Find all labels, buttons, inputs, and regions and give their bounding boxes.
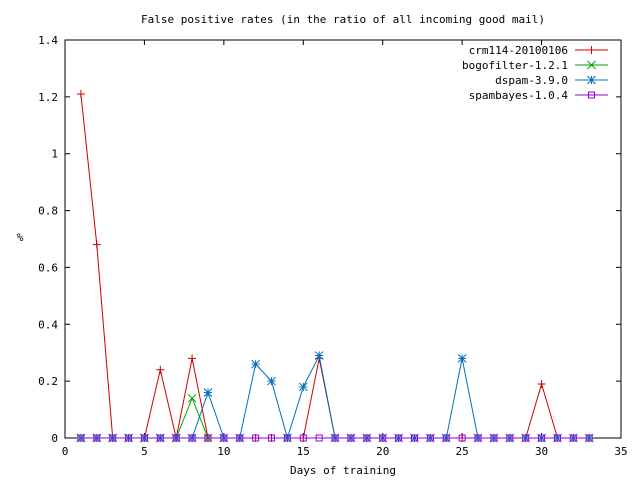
data-point (538, 434, 546, 442)
legend-marker (587, 46, 596, 54)
y-axis-label: % (17, 231, 24, 244)
data-point (268, 434, 276, 442)
series-3 (77, 434, 593, 442)
data-point (522, 434, 530, 442)
data-point (109, 434, 117, 442)
data-point (585, 434, 593, 442)
y-tick-label: 1.4 (38, 34, 58, 47)
data-point (426, 434, 434, 442)
data-point (363, 434, 371, 442)
x-tick-label: 10 (217, 445, 230, 458)
x-tick-label: 30 (535, 445, 548, 458)
series-0 (76, 90, 594, 442)
x-tick-label: 15 (297, 445, 310, 458)
data-point (156, 365, 165, 374)
data-point (490, 434, 498, 442)
data-point (77, 434, 85, 442)
x-axis-label: Days of training (290, 464, 396, 477)
data-point (204, 434, 212, 442)
data-point (203, 388, 213, 397)
data-point (298, 382, 308, 392)
chart-title: False positive rates (in the ratio of al… (141, 13, 545, 26)
data-point (125, 434, 133, 442)
data-point (188, 434, 196, 442)
data-point (140, 434, 148, 442)
data-point (188, 354, 197, 363)
legend-label: crm114-20100106 (469, 44, 568, 57)
data-point (251, 359, 260, 369)
data-point (156, 434, 164, 442)
data-point (236, 434, 244, 442)
y-tick-label: 0.8 (38, 205, 58, 218)
data-point (315, 434, 323, 442)
series-line (80, 93, 590, 439)
data-point (410, 434, 418, 442)
data-point (92, 240, 101, 249)
data-point (347, 434, 355, 442)
data-point (76, 433, 86, 443)
series-layer (76, 90, 594, 443)
y-tick-label: 0.6 (38, 261, 58, 274)
data-point (172, 434, 180, 442)
data-point (379, 434, 387, 442)
y-tick-label: 1.2 (38, 91, 58, 104)
legend-label: bogofilter-1.2.1 (462, 59, 568, 72)
data-point (553, 434, 561, 442)
legend-marker (587, 60, 596, 70)
legend-label: spambayes-1.0.4 (469, 89, 569, 102)
data-point (220, 434, 228, 442)
data-point (331, 434, 339, 442)
data-point (458, 434, 466, 442)
data-point (395, 434, 403, 442)
x-tick-label: 20 (376, 445, 389, 458)
legend-label: dspam-3.9.0 (495, 74, 568, 87)
y-tick-label: 0 (51, 432, 58, 445)
x-tick-label: 0 (62, 445, 69, 458)
data-point (537, 379, 546, 388)
series-line (80, 354, 590, 440)
data-point (93, 434, 101, 442)
y-tick-label: 1 (51, 148, 58, 161)
legend: crm114-20100106 bogofilter-1.2.1 dspam-3.9… (462, 44, 608, 102)
y-tick-label: 0.2 (38, 375, 58, 388)
data-point (76, 90, 85, 99)
x-tick-label: 5 (141, 445, 148, 458)
data-point (252, 434, 260, 442)
data-point (299, 434, 307, 442)
data-point (584, 433, 594, 443)
data-point (474, 434, 482, 442)
data-point (506, 434, 514, 442)
data-point (442, 434, 450, 442)
x-tick-label: 35 (614, 445, 627, 458)
data-point (283, 434, 291, 442)
series-line (80, 396, 209, 439)
data-point (569, 434, 577, 442)
x-tick-label: 25 (456, 445, 469, 458)
data-point (457, 354, 467, 363)
data-point (314, 351, 324, 360)
y-tick-label: 0.4 (38, 318, 58, 331)
legend-marker (587, 75, 596, 85)
data-point (187, 393, 197, 403)
data-point (267, 376, 276, 386)
legend-marker (588, 91, 595, 99)
